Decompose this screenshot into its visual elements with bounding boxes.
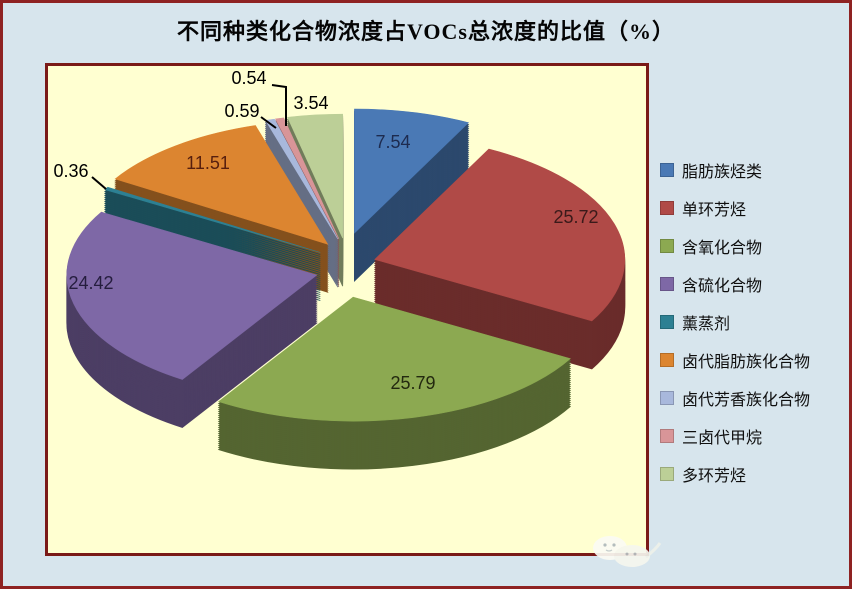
label-leader-line	[271, 84, 287, 126]
legend-swatch	[660, 429, 674, 443]
legend-swatch	[660, 163, 674, 177]
legend-item: 卤代脂肪族化合物	[660, 348, 850, 372]
legend-label: 卤代脂肪族化合物	[682, 354, 811, 371]
chart-title: 不同种类化合物浓度占VOCs总浓度的比值（%）	[176, 19, 675, 44]
slice-value-label: 3.54	[293, 93, 328, 113]
chart-legend: 脂肪族烃类单环芳烃含氧化合物含硫化合物薰蒸剂卤代脂肪族化合物 卤代芳香族化合物 三卤…	[660, 158, 850, 486]
legend-label: 多环芳烃	[682, 468, 747, 485]
slice-value-label: 0.59	[224, 101, 259, 121]
legend-label: 三卤代甲烷	[682, 430, 763, 447]
legend-label: 含氧化合物	[682, 240, 763, 257]
label-leader-line	[91, 176, 107, 190]
legend-item: 薰蒸剂	[660, 310, 850, 334]
plot-area: 7.54 25.72 25.79 24.42 0.36 11.51 0.59 0.54 3.54	[45, 63, 649, 556]
legend-item: 脂肪族烃类	[660, 158, 850, 182]
slice-value-label: 11.51	[186, 153, 230, 173]
slice-value-label: 0.36	[53, 161, 88, 181]
slice-value-label: 0.54	[231, 68, 266, 88]
legend-swatch	[660, 315, 674, 329]
label-leader-line	[260, 116, 277, 129]
legend-item: 单环芳烃	[660, 196, 850, 220]
pie-slice	[373, 148, 626, 370]
slice-value-label: 24.42	[68, 273, 113, 293]
pie-slice	[66, 211, 318, 428]
legend-swatch	[660, 239, 674, 253]
legend-swatch	[660, 391, 674, 405]
legend-swatch	[660, 277, 674, 291]
legend-label: 脂肪族烃类	[682, 164, 763, 181]
slice-value-label: 25.72	[553, 207, 598, 227]
legend-item: 含硫化合物	[660, 272, 850, 296]
legend-item: 三卤代甲烷	[660, 424, 850, 448]
pie-chart-svg: 7.54 25.72 25.79 24.42 0.36 11.51 0.59 0.54 3.54	[53, 68, 626, 470]
legend-swatch	[660, 467, 674, 481]
legend-swatch	[660, 201, 674, 215]
legend-label: 单环芳烃	[682, 202, 747, 219]
legend-swatch	[660, 353, 674, 367]
legend-label: 卤代芳香族化合物	[682, 392, 811, 409]
legend-item: 含氧化合物	[660, 234, 850, 258]
legend-label: 薰蒸剂	[682, 316, 731, 333]
slice-value-label: 25.79	[390, 373, 435, 393]
legend-item: 卤代芳香族化合物	[660, 386, 850, 410]
pie-slice	[217, 296, 572, 470]
watermark-cloud-icon	[593, 536, 662, 567]
legend-item: 多环芳烃	[660, 462, 850, 486]
legend-label: 含硫化合物	[682, 278, 763, 295]
slice-value-label: 7.54	[375, 132, 410, 152]
pie-slice	[354, 108, 470, 282]
